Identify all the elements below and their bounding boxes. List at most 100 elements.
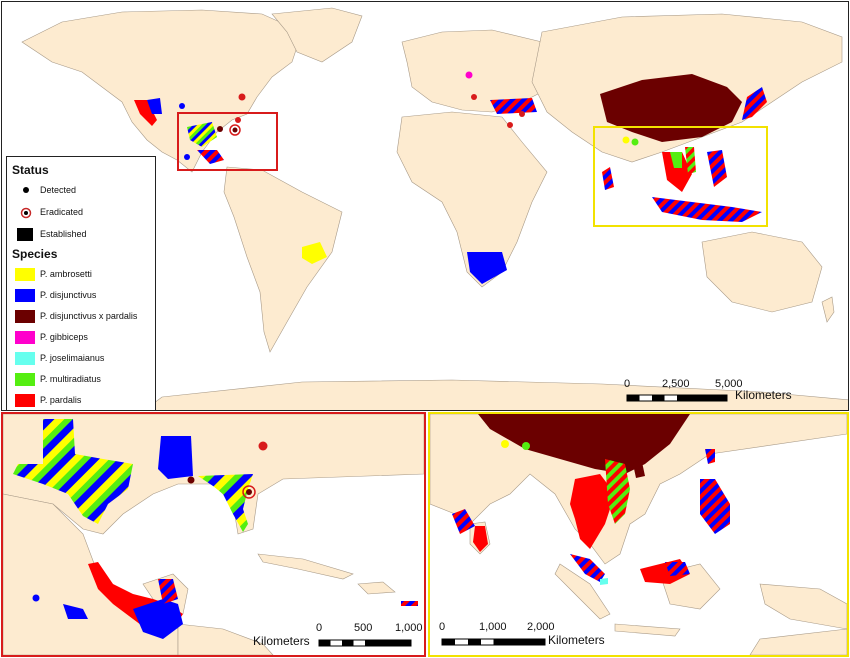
usa-texas-mixed: [187, 122, 217, 147]
gulf-scale-unit: Kilometers: [253, 634, 310, 648]
legend-status-detected: Detected: [12, 183, 157, 198]
mexico-mixed: [158, 579, 178, 604]
india-mixed: [452, 509, 475, 534]
mississippi-disjunctivus: [158, 436, 193, 479]
detected-marker: [622, 136, 630, 144]
ambrosetti-swatch: [15, 268, 35, 281]
legend-species-pardalis: P. pardalis: [12, 393, 157, 408]
mexico-mixed: [197, 150, 224, 164]
hispaniola-land: [357, 581, 396, 595]
indonesia-mixed: [652, 197, 762, 222]
asia-scale-tick-1000: 1,000: [479, 621, 507, 633]
detected-marker: [184, 154, 190, 160]
southeast-asia-multiradiatus: [670, 152, 682, 168]
gulf-scale-bar: [318, 639, 412, 647]
gulf-scale-tick-0: 0: [316, 622, 323, 634]
china-hybrid: [600, 74, 742, 142]
detected-marker: [217, 126, 223, 132]
legend-species-joselimaianus: P. joselimaianus: [12, 351, 157, 366]
india-mixed: [602, 167, 614, 190]
legend-status-heading: Status: [12, 163, 49, 177]
mexico-pacific-disjunctivus: [63, 604, 88, 619]
puerto-rico-mixed: [401, 601, 418, 606]
cuba-land: [257, 553, 354, 580]
australia-land: [701, 231, 823, 313]
southeast-asia-inset: 0 1,000 2,000 Kilometers: [428, 412, 849, 657]
gulf-scale-tick-1000: 1,000: [395, 622, 423, 634]
legend-status-established: Established: [12, 227, 157, 242]
detected-marker: [246, 489, 252, 495]
vietnam-mixed: [605, 459, 630, 524]
asia-scale-bar: [441, 638, 546, 646]
joselimaianus-swatch: [15, 352, 35, 365]
world-scale-tick-0: 0: [624, 378, 631, 390]
gulf-of-mexico-inset: Kilometers 0 500 1,000: [1, 412, 426, 657]
detected-marker: [631, 138, 639, 146]
taiwan-mixed: [705, 449, 715, 464]
detected-symbol: [23, 187, 29, 193]
legend-species-hybrid: P. disjunctivus x pardalis: [12, 309, 157, 324]
eradicated-marker: [238, 93, 246, 101]
detected-marker: [32, 594, 40, 602]
sri-lanka-pardalis: [473, 526, 488, 552]
australia-land: [749, 628, 847, 655]
gibbiceps-swatch: [15, 331, 35, 344]
legend-species-multiradiatus: P. multiradiatus: [12, 372, 157, 387]
detected-marker: [187, 476, 195, 484]
world-scale-tick-2500: 2,500: [662, 378, 690, 390]
detected-marker: [522, 442, 530, 450]
new-guinea-land: [759, 583, 847, 630]
south-africa-disjunctivus: [467, 252, 507, 284]
detected-marker: [471, 94, 477, 100]
detected-marker: [232, 127, 238, 133]
eradicated-marker: [258, 441, 268, 451]
antarctica-land: [144, 379, 848, 410]
greenland-land: [271, 7, 363, 63]
asia-inset-extent: [593, 126, 768, 227]
asia-scale-unit: Kilometers: [548, 633, 605, 647]
gulf-inset-canvas: [3, 414, 424, 655]
world-scale-tick-5000: 5,000: [715, 378, 743, 390]
eradicated-symbol: [20, 207, 32, 219]
turkey-mixed: [490, 98, 537, 114]
world-scale-unit: Kilometers: [735, 388, 792, 402]
mainland-pardalis: [570, 474, 615, 549]
southeast-asia-pardalis: [662, 152, 692, 192]
gulf-scale-tick-500: 500: [354, 622, 373, 634]
legend-species-disjunctivus: P. disjunctivus: [12, 288, 157, 303]
asia-scale-tick-0: 0: [439, 621, 446, 633]
japan-mixed: [742, 87, 767, 120]
detected-marker: [179, 103, 185, 109]
disjunctivus-swatch: [15, 289, 35, 302]
hybrid-swatch: [15, 310, 35, 323]
detected-marker: [519, 111, 525, 117]
asia-scale-tick-2000: 2,000: [527, 621, 555, 633]
world-scale-bar: [626, 394, 728, 402]
vietnam-mixed: [685, 147, 696, 174]
taiwan-hybrid: [633, 462, 645, 478]
multiradiatus-swatch: [15, 373, 35, 386]
world-map-canvas: [21, 7, 848, 410]
legend-species-gibbiceps: P. gibbiceps: [12, 330, 157, 345]
north-america-land: [21, 9, 303, 173]
texas-mixed: [13, 419, 133, 524]
usa-west-disjunctivus: [147, 98, 162, 114]
philippines-mixed: [707, 150, 727, 187]
java-land: [614, 623, 681, 637]
eradicated-marker: [229, 124, 241, 136]
malaysia-mixed: [570, 554, 605, 582]
detected-marker: [235, 117, 241, 123]
legend-species-ambrosetti: P. ambrosetti: [12, 267, 157, 282]
sumatra-land: [554, 563, 611, 620]
borneo-mixed: [665, 562, 690, 576]
detected-marker: [507, 122, 513, 128]
legend-species-heading: Species: [12, 247, 58, 261]
pardalis-swatch: [15, 394, 35, 407]
china-hybrid: [478, 414, 690, 474]
new-zealand-land: [821, 296, 835, 323]
legend-status-eradicated: Eradicated: [12, 205, 157, 220]
usa-west-pardalis: [134, 100, 157, 126]
mexico-disjunctivus: [133, 599, 183, 639]
established-swatch: [17, 228, 33, 241]
asia-inset-canvas: [430, 414, 847, 655]
